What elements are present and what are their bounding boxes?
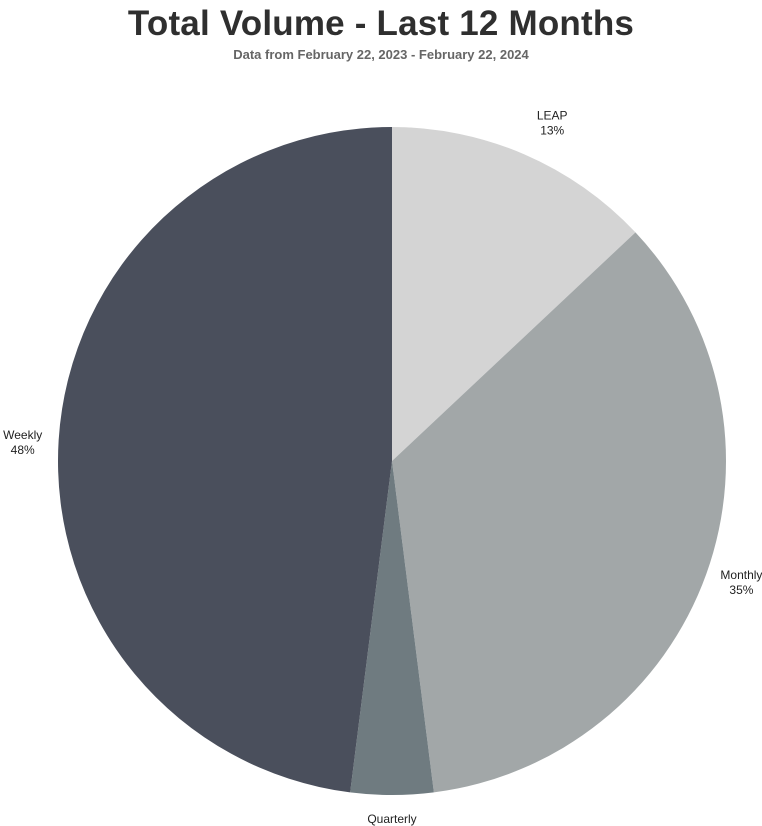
pie-slice-quarterly[interactable] <box>350 461 434 795</box>
pie-slice-weekly[interactable] <box>57 127 392 793</box>
pie-slice-monthly[interactable] <box>392 232 726 793</box>
slice-label-percent: 13% <box>540 124 564 138</box>
pie-slice-leap[interactable] <box>392 127 636 461</box>
slice-label-percent: 35% <box>729 583 753 597</box>
chart-subtitle: Data from February 22, 2023 - February 2… <box>233 47 529 62</box>
slice-label-name: LEAP <box>537 109 568 123</box>
chart-title: Total Volume - Last 12 Months <box>127 4 635 43</box>
slice-label-name: Weekly <box>3 428 42 442</box>
slice-label-percent: 48% <box>11 443 35 457</box>
slice-label-name: Monthly <box>720 568 762 582</box>
slice-label-name: Quarterly <box>367 812 416 826</box>
slice-label-quarterly: Quarterly4% <box>367 812 416 826</box>
